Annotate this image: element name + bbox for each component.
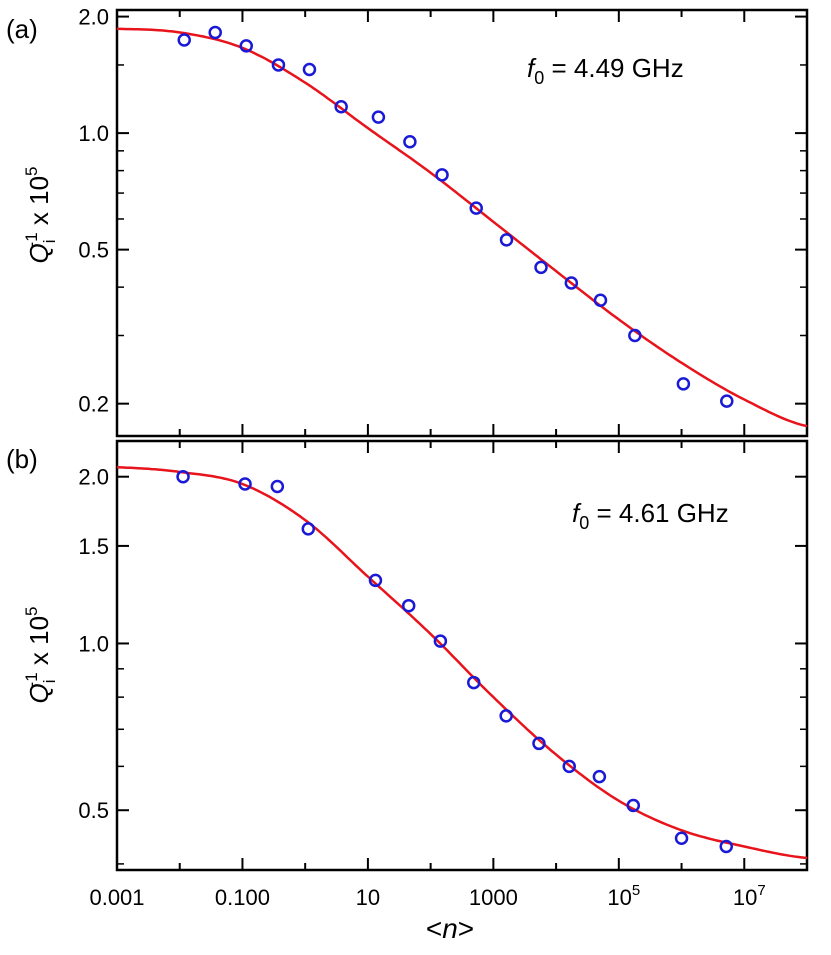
x-axis-label: <n>: [426, 913, 474, 944]
data-point: [435, 168, 449, 182]
x-tick-labels: 0.001 0.100 10 1000 105 107: [89, 882, 765, 910]
data-point: [176, 469, 190, 484]
y-tick-label: 0.5: [78, 238, 109, 263]
x-tick-label: 0.001: [89, 885, 144, 910]
data-point: [271, 58, 286, 72]
data-point: [499, 233, 514, 247]
y-ticks-b: 2.0 1.5 1.0 0.5: [78, 465, 807, 865]
data-point: [208, 25, 222, 40]
x-ticks-b: [116, 441, 808, 870]
plot-frame-a: [115, 8, 809, 438]
data-point: [401, 598, 416, 613]
y-tick-label: 1.0: [78, 121, 109, 146]
data-point: [564, 276, 579, 290]
panel-label-b: (b): [6, 444, 38, 474]
x-tick-label: 1000: [469, 885, 518, 910]
data-point: [433, 634, 448, 648]
data-point: [720, 394, 734, 408]
data-point: [334, 99, 348, 114]
data-point: [371, 110, 386, 124]
y-tick-label: 1.0: [78, 631, 109, 656]
data-point: [301, 522, 316, 536]
y-ticks-a: 2.0 1.0 0.5 0.2: [78, 5, 807, 417]
y-tick-label: 2.0: [78, 5, 109, 30]
y-tick-label: 0.2: [78, 392, 109, 417]
panel-b: 2.0 1.5 1.0 0.5 (b) f0 = 4.61 GHz Qi-1 x 10…: [6, 439, 809, 872]
data-point: [302, 62, 317, 77]
data-point: [532, 736, 546, 751]
data-point: [628, 328, 642, 343]
data-point: [238, 477, 252, 491]
annotation-a: f0 = 4.49 GHz: [527, 53, 684, 88]
x-ticks-a: [116, 10, 808, 436]
data-point: [467, 675, 481, 690]
plot-frame-b: [115, 439, 809, 872]
data-point: [499, 709, 513, 723]
panel-a: 2.0 1.0 0.5 0.2 (a) f0 = 4.49 GHz Qi-1 x 10…: [6, 5, 809, 438]
fit-curve-b: [116, 466, 808, 860]
x-tick-label: 105: [607, 882, 640, 910]
panel-label-a: (a): [6, 14, 38, 44]
data-point: [270, 479, 285, 494]
y-axis-label-a: Qi-1 x 105: [22, 167, 59, 264]
data-point: [674, 831, 689, 846]
y-tick-label: 2.0: [78, 465, 109, 490]
data-point: [676, 377, 691, 391]
data-point: [719, 839, 733, 854]
data-points-b: [176, 469, 733, 854]
data-point: [403, 134, 417, 149]
x-tick-label: 10: [356, 885, 380, 910]
data-point: [534, 260, 548, 275]
x-tick-label: 107: [733, 882, 766, 910]
data-point: [368, 573, 383, 588]
y-axis-label-b: Qi-1 x 105: [22, 607, 59, 704]
data-point: [593, 293, 608, 307]
y-tick-label: 0.5: [78, 798, 109, 823]
data-point: [562, 759, 576, 774]
fit-curve-a: [116, 27, 808, 428]
data-point: [469, 201, 483, 215]
annotation-b: f0 = 4.61 GHz: [572, 498, 729, 533]
data-points-a: [177, 25, 734, 408]
y-tick-label: 1.5: [78, 534, 109, 559]
data-point: [177, 33, 191, 47]
data-point: [592, 769, 607, 784]
data-point: [239, 39, 254, 53]
x-tick-label: 0.100: [215, 885, 270, 910]
data-point: [626, 798, 641, 813]
